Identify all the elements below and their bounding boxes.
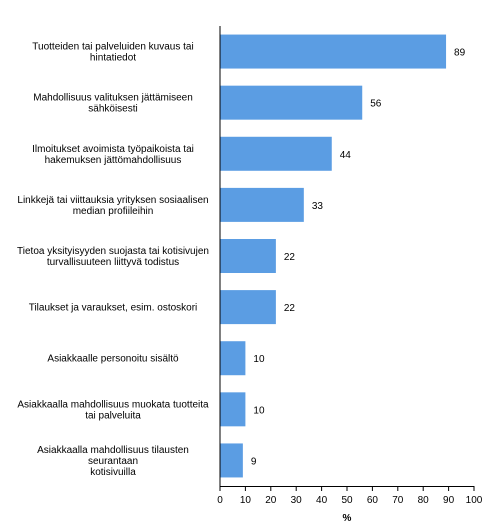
value-label: 33 [312,201,324,212]
x-tick-label: 80 [418,495,430,506]
x-tick-label: 20 [265,495,277,506]
value-label: 44 [340,150,352,161]
value-label: 89 [454,48,466,59]
category-label: Linkkejä tai viittauksia yrityksen sosia… [17,195,208,217]
bars-group [220,34,447,478]
bar [220,187,304,222]
category-label: Tietoa yksityisyyden suojasta tai kotisi… [17,246,209,268]
category-labels-group: Tuotteiden tai palveluiden kuvaus tai hin… [17,42,209,478]
x-tick-label: 100 [466,495,483,506]
category-label: Ilmoitukset avoimista työpaikoista tai ha… [32,144,194,166]
x-tick-label: 50 [341,495,353,506]
value-label: 10 [253,405,265,416]
value-label: 56 [370,99,382,110]
category-label: Tuotteiden tai palveluiden kuvaus tai hin… [32,42,193,64]
x-axis-title: % [343,513,352,524]
bar [220,443,243,478]
value-labels-group: 89 56 44 33 22 22 10 10 9 [251,48,466,468]
x-axis: 0 10 20 30 40 50 60 70 80 90 100 [217,26,483,506]
value-label: 22 [284,303,296,314]
x-tick-label: 90 [443,495,455,506]
x-tick-label: 60 [367,495,379,506]
bar [220,392,246,427]
category-label: Asiakkaalla mahdollisuus muokata tuottei… [17,399,209,421]
bar [220,85,363,120]
category-label: Mahdollisuus valituksen jättämiseen sähkö… [33,93,193,115]
value-label: 22 [284,252,296,263]
bar [220,136,332,171]
category-label: Asiakkaalle personoitu sisältö [47,354,179,365]
x-tick-label: 40 [316,495,328,506]
x-tick-label: 10 [240,495,252,506]
bar [220,341,246,376]
value-label: 9 [251,456,257,467]
bar [220,290,276,325]
value-label: 10 [253,354,265,365]
category-label: Tilaukset ja varaukset, esim. ostoskori [29,303,198,314]
x-tick-label: 30 [291,495,303,506]
bar [220,239,276,273]
x-tick-label: 0 [217,495,223,506]
category-label: Asiakkaalla mahdollisuus tilausten seuran… [37,445,189,478]
x-tick-label: 70 [392,495,404,506]
bar [220,34,447,69]
